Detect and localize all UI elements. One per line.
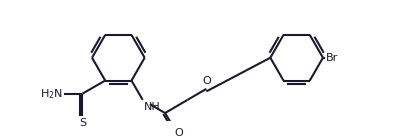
Text: S: S bbox=[79, 118, 86, 128]
Text: O: O bbox=[175, 128, 183, 137]
Text: O: O bbox=[202, 76, 211, 86]
Text: Br: Br bbox=[325, 53, 338, 63]
Text: H$_2$N: H$_2$N bbox=[40, 87, 63, 101]
Text: NH: NH bbox=[144, 102, 160, 112]
